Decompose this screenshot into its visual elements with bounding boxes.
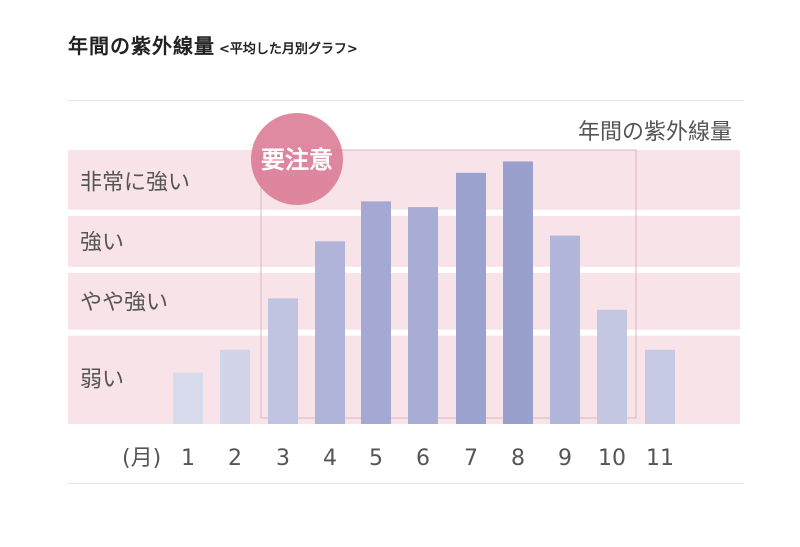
title-main: 年間の紫外線量 bbox=[68, 34, 215, 58]
x-tick-label: 6 bbox=[416, 446, 430, 471]
bar-8 bbox=[503, 161, 533, 424]
bar-10 bbox=[597, 309, 627, 424]
x-tick-label: 11 bbox=[646, 446, 674, 471]
bar-5 bbox=[361, 201, 391, 424]
level-separator bbox=[68, 329, 740, 336]
x-tick-label: 8 bbox=[511, 446, 525, 471]
level-band bbox=[68, 269, 740, 333]
x-tick-label: 9 bbox=[558, 446, 572, 471]
top-divider bbox=[68, 100, 744, 101]
bar-7 bbox=[456, 172, 486, 424]
bar-9 bbox=[550, 235, 580, 424]
bar-3 bbox=[268, 298, 298, 424]
bar-11 bbox=[645, 349, 675, 424]
page-title: 年間の紫外線量 <平均した月別グラフ> bbox=[68, 30, 358, 59]
x-tick-label: 2 bbox=[228, 446, 242, 471]
bar-1 bbox=[173, 372, 203, 424]
caution-frame bbox=[260, 149, 637, 419]
chart-caption: 年間の紫外線量 bbox=[577, 120, 732, 145]
x-tick-label: 5 bbox=[369, 446, 383, 471]
bar-6 bbox=[408, 207, 438, 424]
level-band bbox=[68, 332, 740, 424]
x-tick-label: 1 bbox=[181, 446, 195, 471]
caution-badge bbox=[251, 113, 343, 205]
x-tick-label: 10 bbox=[598, 446, 626, 471]
x-tick-label: 7 bbox=[464, 446, 478, 471]
level-label: やや強い bbox=[80, 290, 168, 315]
bar-4 bbox=[315, 241, 345, 424]
x-tick-label: 3 bbox=[276, 446, 290, 471]
x-unit-label: (月) bbox=[122, 446, 161, 471]
level-separator bbox=[68, 209, 740, 216]
bottom-divider bbox=[68, 483, 744, 484]
level-label: 強い bbox=[80, 230, 124, 255]
level-band bbox=[68, 212, 740, 270]
level-label: 弱い bbox=[80, 367, 124, 392]
x-tick-label: 4 bbox=[323, 446, 337, 471]
caution-badge-label: 要注意 bbox=[261, 146, 333, 174]
level-separator bbox=[68, 266, 740, 273]
bar-2 bbox=[220, 349, 250, 424]
title-subtitle: <平均した月別グラフ> bbox=[219, 42, 358, 57]
level-band bbox=[68, 150, 740, 213]
level-label: 非常に強い bbox=[80, 170, 190, 195]
